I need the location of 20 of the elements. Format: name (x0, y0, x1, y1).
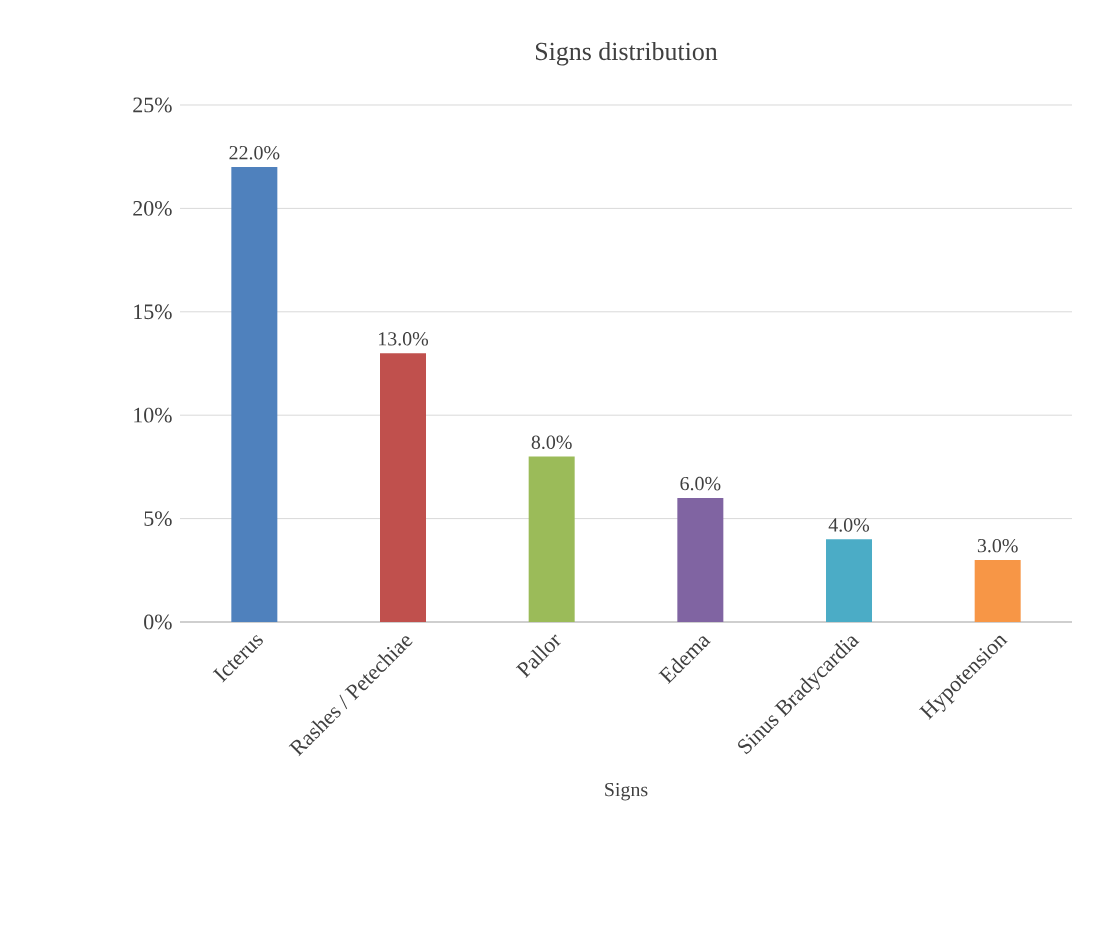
bar (677, 497, 724, 622)
data-label: 6.0% (680, 476, 721, 491)
y-tick-label: 0% (144, 614, 172, 630)
y-tick-label: 20% (133, 200, 172, 216)
chart-title: Signs distribution (535, 41, 718, 66)
data-label: 13.0% (379, 332, 429, 346)
y-tick-label: 10% (134, 407, 172, 423)
bar (231, 167, 278, 622)
data-label: 22.0% (229, 145, 280, 160)
data-label: 4.0% (828, 518, 870, 532)
data-label: 8.0% (531, 435, 572, 450)
bar (380, 353, 426, 622)
data-label: 3.0% (977, 538, 1018, 553)
bar (826, 539, 873, 622)
x-axis-title: Signs (605, 782, 648, 801)
y-tick-label: 15% (134, 304, 172, 320)
y-tick-label: 25% (133, 97, 172, 113)
bar (528, 456, 575, 622)
bar (974, 559, 1021, 622)
y-tick-label: 5% (144, 511, 172, 527)
